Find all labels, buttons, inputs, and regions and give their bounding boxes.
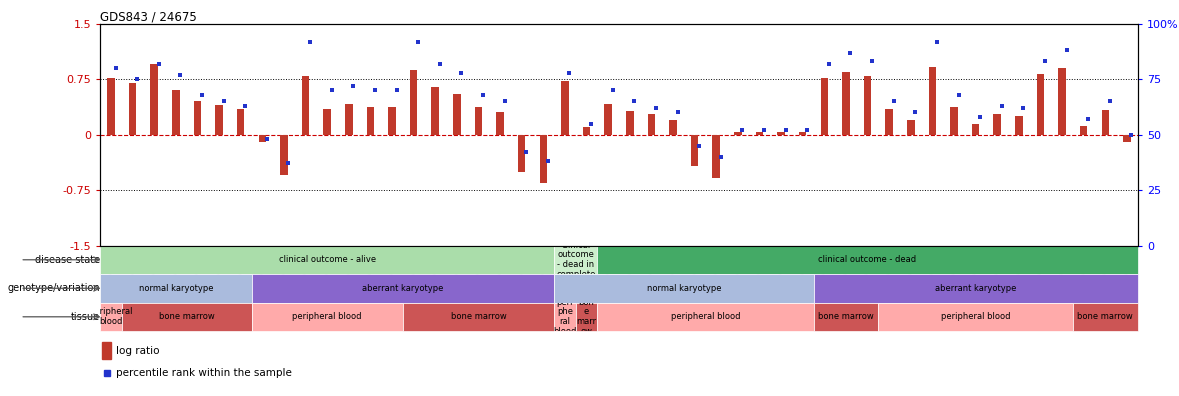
Text: normal karyotype: normal karyotype (139, 284, 213, 293)
Bar (712, 135, 720, 177)
Text: log ratio: log ratio (116, 346, 159, 356)
Text: tissue: tissue (71, 312, 100, 322)
Bar (151, 65, 158, 135)
Bar (432, 87, 439, 135)
Text: peripheral blood: peripheral blood (671, 312, 740, 321)
Bar (302, 76, 309, 135)
Text: bone marrow: bone marrow (818, 312, 874, 321)
Bar (864, 76, 871, 135)
Text: genotype/variation: genotype/variation (7, 283, 100, 293)
Bar (129, 83, 137, 135)
Bar (1059, 68, 1066, 135)
Bar (1073, 303, 1138, 331)
Bar (821, 78, 828, 135)
Bar (388, 107, 396, 135)
Bar (1080, 126, 1087, 135)
Bar (994, 114, 1001, 135)
Bar (475, 107, 482, 135)
Bar (281, 135, 288, 175)
Bar (103, 342, 111, 359)
Text: aberrant karyotype: aberrant karyotype (935, 284, 1016, 293)
Bar (814, 303, 878, 331)
Text: peri
phe
ral
blood: peri phe ral blood (553, 298, 577, 336)
Bar (251, 303, 403, 331)
Bar (1101, 110, 1109, 135)
Bar (496, 112, 503, 135)
Bar (403, 303, 554, 331)
Bar (598, 246, 1138, 274)
Bar (554, 303, 575, 331)
Bar (323, 109, 331, 135)
Text: peripheral blood: peripheral blood (941, 312, 1010, 321)
Text: GDS843 / 24675: GDS843 / 24675 (100, 11, 197, 24)
Text: percentile rank within the sample: percentile rank within the sample (116, 368, 291, 378)
Bar (735, 132, 742, 135)
Bar (1124, 135, 1131, 142)
Bar (1036, 74, 1045, 135)
Bar (193, 101, 202, 135)
Bar (605, 104, 612, 135)
Bar (453, 94, 461, 135)
Text: clinical outcome - dead: clinical outcome - dead (818, 255, 916, 264)
Text: aberrant karyotype: aberrant karyotype (362, 284, 443, 293)
Text: bon
e
marr
ow: bon e marr ow (577, 298, 597, 336)
Text: clinical outcome - alive: clinical outcome - alive (278, 255, 376, 264)
Bar (216, 105, 223, 135)
Bar (626, 111, 633, 135)
Text: clinical
outcome
- dead in
complete: clinical outcome - dead in complete (556, 241, 595, 279)
Bar (647, 114, 656, 135)
Bar (885, 109, 893, 135)
Bar (258, 135, 266, 142)
Text: peripheral
blood: peripheral blood (90, 307, 133, 326)
Bar (582, 127, 591, 135)
Bar (1015, 116, 1022, 135)
Bar (540, 135, 547, 183)
Bar (554, 274, 814, 303)
Bar (799, 132, 806, 135)
Bar (107, 78, 114, 135)
Text: bone marrow: bone marrow (1078, 312, 1133, 321)
Text: disease state: disease state (34, 255, 100, 265)
Bar (367, 107, 374, 135)
Text: peripheral blood: peripheral blood (292, 312, 362, 321)
Bar (950, 107, 957, 135)
Bar (561, 82, 568, 135)
Bar (554, 246, 598, 274)
Bar (575, 303, 598, 331)
Bar (100, 246, 554, 274)
Text: bone marrow: bone marrow (450, 312, 506, 321)
Bar (929, 67, 936, 135)
Bar (518, 135, 526, 171)
Bar (777, 132, 785, 135)
Bar (100, 303, 121, 331)
Bar (598, 303, 814, 331)
Bar (907, 120, 915, 135)
Bar (878, 303, 1073, 331)
Bar (756, 132, 763, 135)
Text: bone marrow: bone marrow (159, 312, 215, 321)
Bar (172, 90, 179, 135)
Bar (971, 124, 980, 135)
Bar (814, 274, 1138, 303)
Bar (121, 303, 251, 331)
Bar (100, 274, 251, 303)
Bar (691, 135, 698, 166)
Bar (251, 274, 554, 303)
Bar (237, 109, 244, 135)
Bar (670, 120, 677, 135)
Text: normal karyotype: normal karyotype (646, 284, 722, 293)
Bar (410, 70, 417, 135)
Bar (345, 104, 353, 135)
Bar (842, 72, 850, 135)
